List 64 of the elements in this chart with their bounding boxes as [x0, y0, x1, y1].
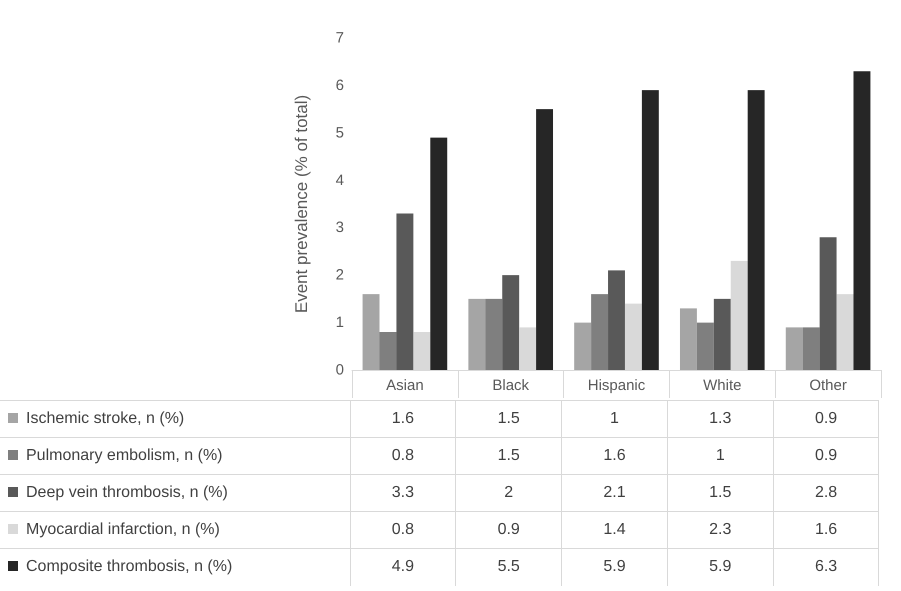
x-tick-label: Asian: [386, 377, 424, 394]
x-tick-label: Black: [492, 377, 530, 394]
y-tick-label: 5: [336, 124, 344, 142]
bar: [591, 294, 608, 370]
data-label: 2.1: [562, 474, 668, 512]
bar: [362, 294, 380, 370]
data-label: 1.4: [562, 512, 668, 548]
data-label: 2.8: [773, 474, 879, 512]
data-label: 1.6: [562, 438, 668, 474]
legend-label: Pulmonary embolism, n (%): [26, 447, 222, 464]
data-label: 1: [667, 438, 774, 474]
data-label: 1.3: [667, 400, 774, 438]
data-label: 1.6: [350, 400, 456, 438]
data-label: 1.5: [667, 474, 774, 512]
bar: [696, 322, 714, 370]
bar: [485, 298, 502, 370]
legend-label: Ischemic stroke, n (%): [26, 410, 184, 427]
y-tick-label: 2: [336, 266, 344, 284]
data-label: 1.6: [773, 512, 879, 548]
bar: [642, 90, 659, 370]
y-tick-label: 3: [336, 219, 344, 236]
data-label: 3.3: [350, 474, 456, 512]
x-tick-label: White: [703, 377, 742, 394]
legend-label: Composite thrombosis, n (%): [26, 558, 232, 576]
bar: [853, 71, 870, 370]
legend-label: Deep vein thrombosis, n (%): [26, 484, 228, 501]
bar: [396, 213, 414, 370]
bar: [380, 332, 396, 370]
data-label: 1: [562, 400, 668, 438]
bar: [502, 275, 520, 370]
bar: [748, 90, 765, 370]
y-axis-title: Event prevalence (% of total): [292, 94, 311, 314]
y-tick-label: 7: [336, 30, 344, 46]
data-label: 0.9: [773, 400, 879, 438]
data-label: 2: [456, 474, 562, 512]
bar: [574, 322, 592, 370]
data-label: 0.9: [456, 512, 562, 548]
y-tick-label: 4: [336, 172, 344, 189]
data-label: 5.5: [456, 548, 562, 586]
y-tick-label: 6: [336, 76, 344, 94]
y-tick-label: 0: [336, 362, 344, 378]
data-label: 2.3: [667, 512, 774, 548]
bar: [608, 270, 625, 370]
y-tick-label: 1: [336, 314, 344, 332]
data-label: 6.3: [773, 548, 879, 586]
data-label: 0.9: [773, 438, 879, 474]
x-tick-label: Other: [809, 377, 847, 394]
bar: [820, 237, 837, 370]
bar: [802, 327, 820, 370]
data-label: 5.9: [562, 548, 668, 586]
bar: [714, 298, 731, 370]
data-label: 0.8: [350, 438, 456, 474]
bar: [680, 308, 697, 370]
data-label: 4.9: [350, 548, 456, 586]
data-label: 0.8: [350, 512, 456, 548]
bar: [786, 327, 803, 370]
bar: [468, 298, 486, 370]
data-label: 5.9: [667, 548, 774, 586]
bar: [536, 109, 554, 370]
data-label: 1.5: [456, 438, 562, 474]
data-label: 1.5: [456, 400, 562, 438]
x-tick-label: Hispanic: [588, 377, 646, 394]
legend-label: Myocardial infarction, n (%): [26, 521, 220, 538]
bar: [430, 138, 448, 370]
